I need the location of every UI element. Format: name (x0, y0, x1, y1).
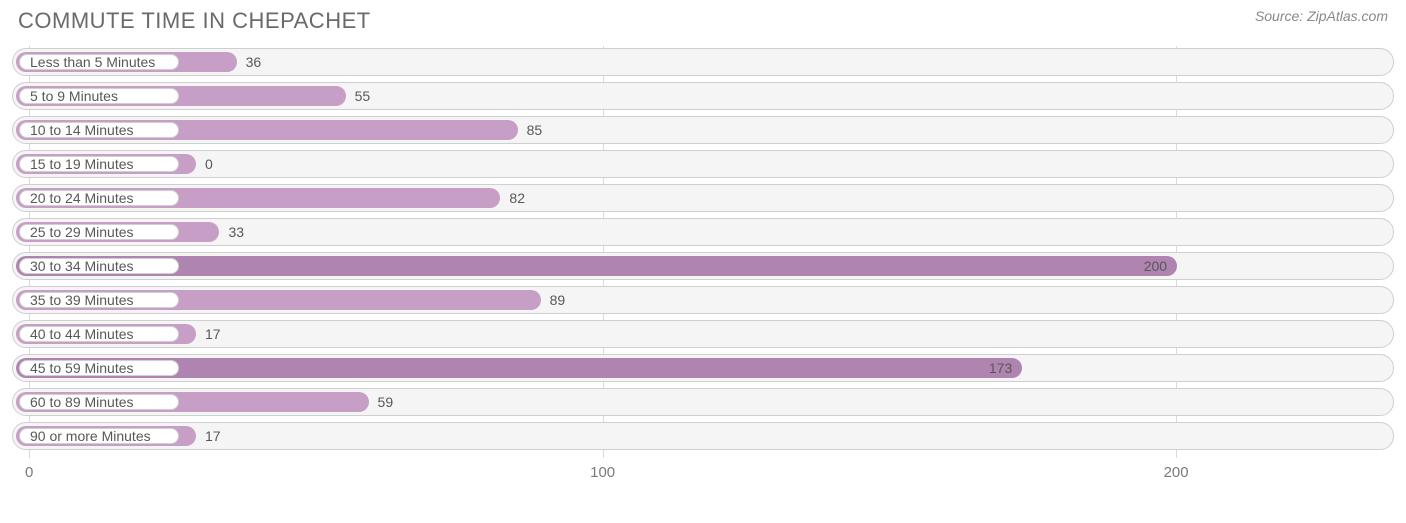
bar-row: 10 to 14 Minutes 85 (12, 116, 1394, 144)
bar-label: 90 or more Minutes (19, 428, 179, 444)
bar-track: 5 to 9 Minutes (12, 82, 1394, 110)
bar-row: 17345 to 59 Minutes (12, 354, 1394, 382)
axis-tick: 0 (25, 464, 33, 481)
bar-value: 82 (499, 184, 525, 212)
bar-value: 0 (195, 150, 213, 178)
chart-container: COMMUTE TIME IN CHEPACHET Source: ZipAtl… (0, 0, 1406, 523)
bar-label: Less than 5 Minutes (19, 54, 179, 70)
bar-label: 45 to 59 Minutes (19, 360, 179, 376)
axis-tick: 100 (590, 464, 615, 481)
bar-row: Less than 5 Minutes 36 (12, 48, 1394, 76)
bar-row: 20 to 24 Minutes 82 (12, 184, 1394, 212)
bar-label: 40 to 44 Minutes (19, 326, 179, 342)
bar-value: 17 (195, 320, 221, 348)
bar-track: 17345 to 59 Minutes (12, 354, 1394, 382)
bar-row: 40 to 44 Minutes 17 (12, 320, 1394, 348)
bar-label: 35 to 39 Minutes (19, 292, 179, 308)
bar-label: 15 to 19 Minutes (19, 156, 179, 172)
bar-label: 20 to 24 Minutes (19, 190, 179, 206)
bar-track: 20030 to 34 Minutes (12, 252, 1394, 280)
bar-label: 60 to 89 Minutes (19, 394, 179, 410)
bar-track: 35 to 39 Minutes (12, 286, 1394, 314)
bar-row: 15 to 19 Minutes 0 (12, 150, 1394, 178)
x-axis: 0 100 200 (12, 462, 1394, 486)
chart-header: COMMUTE TIME IN CHEPACHET Source: ZipAtl… (12, 8, 1394, 34)
bar-label: 30 to 34 Minutes (19, 258, 179, 274)
bar-row: 25 to 29 Minutes 33 (12, 218, 1394, 246)
bar-value: 33 (218, 218, 244, 246)
bar-label: 5 to 9 Minutes (19, 88, 179, 104)
bar-value: 59 (368, 388, 394, 416)
source-label: Source: (1255, 8, 1303, 24)
bar-label: 10 to 14 Minutes (19, 122, 179, 138)
bar-row: 20030 to 34 Minutes (12, 252, 1394, 280)
bar-track: 10 to 14 Minutes (12, 116, 1394, 144)
bar-row: 60 to 89 Minutes 59 (12, 388, 1394, 416)
bar-track: 15 to 19 Minutes (12, 150, 1394, 178)
bar-row: 90 or more Minutes 17 (12, 422, 1394, 450)
source-name: ZipAtlas.com (1307, 8, 1388, 24)
chart-source: Source: ZipAtlas.com (1255, 8, 1388, 24)
bar-row: 5 to 9 Minutes 55 (12, 82, 1394, 110)
plot-area: Less than 5 Minutes 36 5 to 9 Minutes 55 10 … (12, 46, 1394, 486)
bar-track: 20 to 24 Minutes (12, 184, 1394, 212)
bar-value: 36 (236, 48, 262, 76)
bar-fill: 200 (16, 256, 1177, 276)
bar-value: 17 (195, 422, 221, 450)
bar-label: 25 to 29 Minutes (19, 224, 179, 240)
bar-track: Less than 5 Minutes (12, 48, 1394, 76)
bar-value: 85 (517, 116, 543, 144)
bar-value: 89 (540, 286, 566, 314)
axis-tick: 200 (1164, 464, 1189, 481)
bar-track: 60 to 89 Minutes (12, 388, 1394, 416)
bar-row: 35 to 39 Minutes 89 (12, 286, 1394, 314)
chart-title: COMMUTE TIME IN CHEPACHET (18, 8, 371, 34)
bars-group: Less than 5 Minutes 36 5 to 9 Minutes 55 10 … (12, 46, 1394, 450)
bar-value: 55 (345, 82, 371, 110)
